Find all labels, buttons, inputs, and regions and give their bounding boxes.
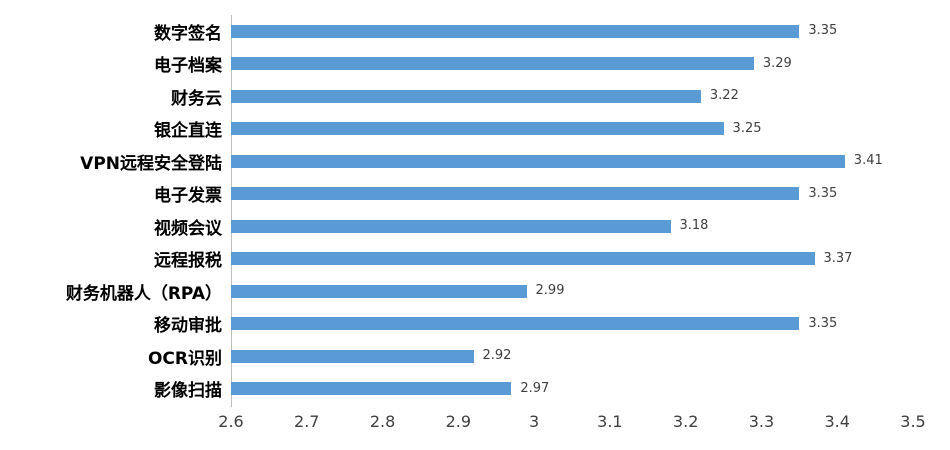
chart-row: 电子档案 3.29 bbox=[0, 48, 950, 81]
data-label: 3.29 bbox=[762, 55, 792, 71]
data-label: 3.35 bbox=[808, 315, 838, 331]
data-label: 3.35 bbox=[808, 23, 838, 39]
x-axis-tick-label: 3.5 bbox=[900, 412, 926, 431]
bar bbox=[231, 57, 754, 71]
x-axis-tick-label: 2.9 bbox=[445, 412, 472, 431]
bar bbox=[231, 284, 527, 298]
x-axis-tick-label: 2.8 bbox=[369, 412, 396, 431]
category-label: VPN远程安全登陆 bbox=[80, 153, 222, 174]
data-label: 2.97 bbox=[520, 380, 550, 396]
x-axis-tick-label: 3.3 bbox=[748, 412, 775, 431]
data-label: 3.25 bbox=[732, 120, 762, 136]
chart-row: 财务机器人（RPA） 2.99 bbox=[0, 275, 950, 308]
chart-row: 影像扫描 2.97 bbox=[0, 373, 950, 406]
x-axis-tick-label: 2.6 bbox=[218, 412, 244, 431]
data-label: 3.22 bbox=[709, 88, 739, 104]
chart-row: 银企直连 3.25 bbox=[0, 113, 950, 146]
bar bbox=[231, 252, 815, 266]
chart-row: VPN远程安全登陆 3.41 bbox=[0, 145, 950, 178]
x-axis-tick-label: 3.2 bbox=[672, 412, 699, 431]
x-axis-tick-label: 2.7 bbox=[294, 412, 320, 431]
data-label: 3.35 bbox=[808, 185, 838, 201]
chart-row: OCR识别 2.92 bbox=[0, 340, 950, 373]
category-label: 视频会议 bbox=[154, 218, 222, 239]
bar bbox=[231, 154, 845, 168]
y-axis-line bbox=[231, 15, 232, 407]
category-label: 银企直连 bbox=[154, 121, 222, 142]
x-axis-tick-label: 3.4 bbox=[824, 412, 850, 431]
category-label: 财务机器人（RPA） bbox=[65, 283, 222, 304]
category-label: 影像扫描 bbox=[154, 381, 222, 402]
chart-row: 远程报税 3.37 bbox=[0, 243, 950, 276]
bar bbox=[231, 382, 512, 396]
chart-row: 移动审批 3.35 bbox=[0, 308, 950, 341]
data-label: 3.18 bbox=[679, 218, 709, 234]
x-axis-tick-label: 3 bbox=[529, 412, 540, 431]
category-label: 远程报税 bbox=[154, 251, 222, 272]
category-label: 数字签名 bbox=[154, 23, 222, 44]
chart-row: 电子发票 3.35 bbox=[0, 178, 950, 211]
bar bbox=[231, 317, 800, 331]
bar bbox=[231, 122, 724, 136]
bar bbox=[231, 349, 474, 363]
chart-row: 视频会议 3.18 bbox=[0, 210, 950, 243]
data-label: 3.37 bbox=[823, 250, 853, 266]
bar bbox=[231, 187, 800, 201]
bar bbox=[231, 24, 800, 38]
category-label: OCR识别 bbox=[147, 348, 222, 369]
chart-row: 财务云 3.22 bbox=[0, 80, 950, 113]
x-axis-tick-label: 3.1 bbox=[597, 412, 623, 431]
data-label: 2.99 bbox=[535, 283, 565, 299]
bar bbox=[231, 89, 701, 103]
category-label: 财务云 bbox=[171, 88, 222, 109]
category-label: 电子档案 bbox=[154, 56, 222, 77]
chart-row: 数字签名 3.35 bbox=[0, 15, 950, 48]
data-label: 2.92 bbox=[482, 348, 512, 364]
data-label: 3.41 bbox=[853, 153, 883, 169]
category-label: 移动审批 bbox=[154, 316, 222, 337]
category-label: 电子发票 bbox=[154, 186, 222, 207]
bar bbox=[231, 219, 671, 233]
